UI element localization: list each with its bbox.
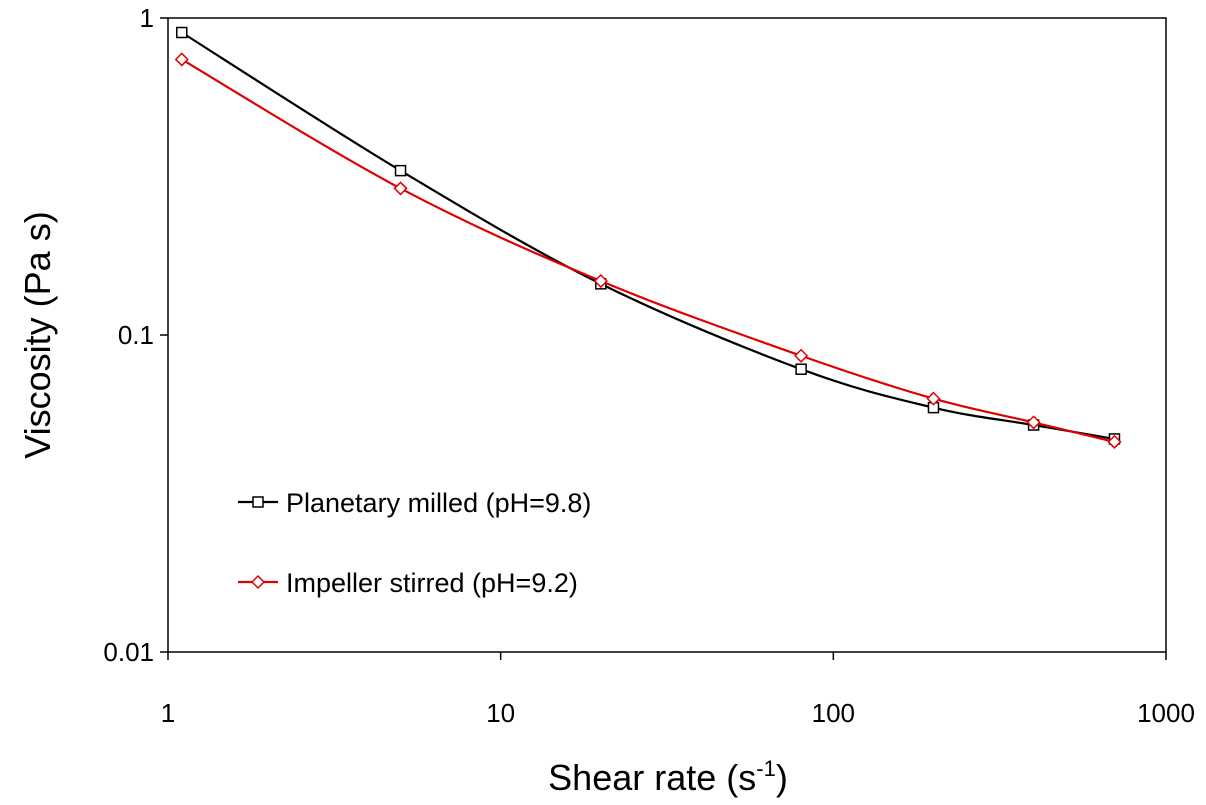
series-line xyxy=(181,58,1115,443)
series-line xyxy=(181,31,1115,441)
data-point-marker xyxy=(176,26,188,39)
legend-item: Impeller stirred (pH=9.2) xyxy=(238,568,578,598)
x-axis-title: Shear rate (s-1) xyxy=(548,756,788,798)
data-point-marker xyxy=(394,164,407,177)
x-tick-label: 10 xyxy=(486,698,515,728)
data-point-marker xyxy=(795,363,807,375)
series-2 xyxy=(174,52,1122,449)
x-axis-title-suffix: ) xyxy=(776,757,788,798)
y-tick-label: 1 xyxy=(140,3,154,33)
legend-label: Planetary milled (pH=9.8) xyxy=(286,488,591,518)
plot-area xyxy=(167,17,1167,653)
y-tick-label: 0.1 xyxy=(118,320,154,350)
data-point-marker xyxy=(1026,415,1041,430)
legend-label: Impeller stirred (pH=9.2) xyxy=(286,568,578,598)
series-layer xyxy=(174,26,1122,449)
data-point-marker xyxy=(926,391,941,406)
y-tick-label: 0.01 xyxy=(103,637,154,667)
x-axis-title-text: Shear rate (s xyxy=(548,757,756,798)
x-axis-title-superscript: -1 xyxy=(756,756,776,781)
legend-marker xyxy=(252,496,264,508)
legend: Planetary milled (pH=9.8) Impeller stirre… xyxy=(238,488,591,598)
legend-marker xyxy=(250,574,266,590)
axis-ticks: 1 10 100 1000 0.01 0.1 1 xyxy=(103,3,1195,728)
data-point-marker xyxy=(794,348,809,363)
data-point-marker xyxy=(174,52,189,67)
x-tick-label: 100 xyxy=(812,698,855,728)
x-tick-label: 1 xyxy=(161,698,175,728)
plot-frame xyxy=(167,17,1167,653)
data-point-marker xyxy=(593,273,608,289)
y-axis-title: Viscosity (Pa s) xyxy=(17,211,58,458)
x-tick-label: 1000 xyxy=(1137,698,1195,728)
data-point-marker xyxy=(1107,434,1122,449)
data-point-marker xyxy=(393,181,408,196)
series-1 xyxy=(176,26,1121,445)
legend-item: Planetary milled (pH=9.8) xyxy=(238,488,591,518)
